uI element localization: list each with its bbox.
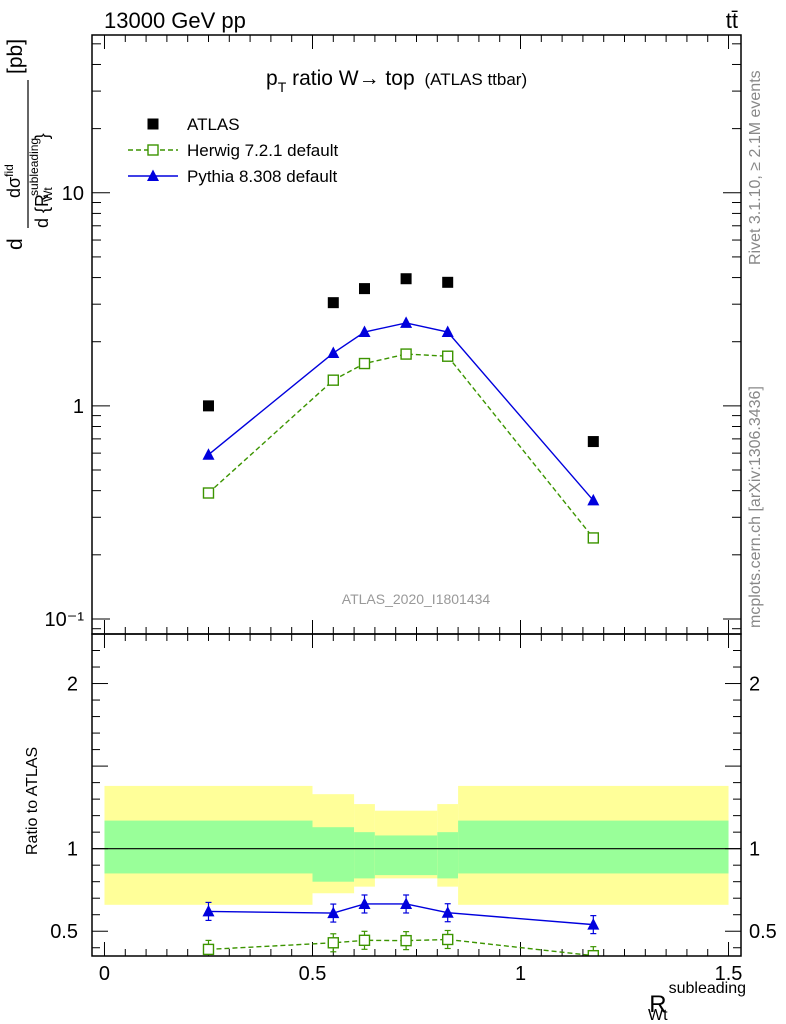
energy-label: 13000 GeV pp xyxy=(104,8,246,33)
herwig-7-2-1-default-line xyxy=(208,353,594,539)
ratio-y-tick-label-right: 1 xyxy=(749,839,760,861)
main-y-tick-label: 1 xyxy=(73,396,84,418)
atlas-point xyxy=(587,436,599,448)
ratio-band-inner xyxy=(354,832,375,879)
rivet-version-label: Rivet 3.1.10, ≥ 2.1M events xyxy=(747,70,764,265)
legend-label: Herwig 7.2.1 default xyxy=(187,141,338,160)
pythia-8-308-default-ratio-point xyxy=(441,906,454,918)
xlabel: Rsubleading Wt xyxy=(648,980,746,1024)
svg-text:d: d xyxy=(4,238,27,250)
main-panel: 10⁻¹ 1 10 xyxy=(45,34,742,956)
pythia-8-308-default-point xyxy=(587,493,600,506)
atlas-point xyxy=(358,283,370,295)
ratio-y-tick-label-left: 2 xyxy=(67,674,78,696)
xlabel-sup: subleading xyxy=(669,980,746,997)
ylabel-den: d {R xyxy=(32,194,52,228)
pythia-8-308-default-point xyxy=(358,325,371,338)
herwig-7-2-1-default-ratio-point xyxy=(400,934,412,947)
pythia-8-308-default-ratio-point xyxy=(202,904,215,917)
main-data-group xyxy=(202,273,600,544)
atlas-point xyxy=(442,276,454,288)
ylabel-unit: [pb] xyxy=(4,39,27,74)
herwig-7-2-1-default-ratio-point xyxy=(442,933,454,946)
x-tick-label: 0.5 xyxy=(299,963,327,985)
ratio-band-inner xyxy=(312,827,355,882)
herwig-7-2-1-default-point xyxy=(442,350,454,362)
ylabel-den-sup: subleading xyxy=(27,138,41,196)
ylabel-den-close: } xyxy=(32,133,52,139)
ratio-panel: 0 0.5 1 1.5 0.5 0.5 1 1 2 2 xyxy=(50,633,777,985)
herwig-7-2-1-default-point xyxy=(202,487,215,499)
pythia-8-308-default-ratio-line xyxy=(208,903,594,926)
title-rest: ratio W→ top xyxy=(286,67,414,90)
legend-marker xyxy=(147,118,159,130)
herwig-7-2-1-default-ratio-point xyxy=(327,937,339,949)
x-tick-label: 1.5 xyxy=(715,963,743,985)
ratio-band-inner xyxy=(104,820,313,874)
title-main: p xyxy=(266,67,278,90)
main-y-tick-label: 10⁻¹ xyxy=(45,609,85,631)
pythia-8-308-default-point xyxy=(202,448,215,460)
legend: ATLAS Herwig 7.2.1 default Pythia 8.308 de… xyxy=(128,115,338,186)
ratio-y-tick-label-right: 0.5 xyxy=(749,921,777,943)
atlas-point xyxy=(202,400,214,412)
svg-text:d {RsubleadingWt}: d {RsubleadingWt} xyxy=(27,133,55,228)
legend-marker xyxy=(147,169,159,181)
atlas-point xyxy=(327,297,339,309)
legend-label: Pythia 8.308 default xyxy=(187,167,338,186)
ratio-band-inner xyxy=(437,832,459,879)
main-ylabel: d dσfid d {RsubleadingWt} [pb] xyxy=(2,39,55,250)
ratio-band-inner xyxy=(458,820,729,874)
legend-marker xyxy=(147,144,159,156)
pythia-8-308-default-line xyxy=(208,322,594,501)
ratio-y-tick-label-right: 2 xyxy=(749,674,760,696)
title-small: (ATLAS ttbar) xyxy=(424,70,527,89)
pythia-8-308-default-ratio-point xyxy=(358,897,371,909)
ratio-ylabel: Ratio to ATLAS xyxy=(24,747,41,855)
ylabel-num: dσ xyxy=(4,177,24,198)
pythia-8-308-default-ratio-point xyxy=(327,906,340,919)
pythia-8-308-default-ratio-point xyxy=(400,897,413,909)
analysis-label: ATLAS_2020_I1801434 xyxy=(342,591,491,607)
atlas-point xyxy=(400,273,412,285)
herwig-7-2-1-default-ratio-point xyxy=(358,934,371,947)
xlabel-sub: Wt xyxy=(648,1007,668,1024)
herwig-7-2-1-default-point xyxy=(327,374,339,386)
herwig-7-2-1-default-point xyxy=(587,532,600,544)
xlabel-main: R xyxy=(649,991,666,1018)
x-tick-label: 0 xyxy=(99,963,110,985)
pythia-8-308-default-ratio-point xyxy=(587,918,600,930)
svg-text:dσfid: dσfid xyxy=(2,164,24,198)
ratio-y-tick-label-left: 0.5 xyxy=(50,921,78,943)
ylabel-d: d xyxy=(4,238,27,250)
herwig-7-2-1-default-point xyxy=(400,348,412,360)
herwig-7-2-1-default-ratio-point xyxy=(202,943,215,956)
ratio-band-inner xyxy=(374,835,438,876)
ylabel-num-sup: fid xyxy=(2,164,16,177)
pythia-8-308-default-point xyxy=(441,325,454,338)
x-tick-label: 1 xyxy=(515,963,526,985)
ratio-frame xyxy=(91,633,742,957)
main-y-tick-label: 10 xyxy=(62,183,84,205)
pythia-8-308-default-point xyxy=(400,316,413,328)
ratio-y-tick-label-left: 1 xyxy=(67,839,78,861)
title-sub: T xyxy=(278,79,287,95)
herwig-7-2-1-default-point xyxy=(358,357,371,370)
mcplots-label: mcplots.cern.ch [arXiv:1306.3436] xyxy=(747,386,764,628)
ratio-data-group xyxy=(202,894,600,956)
pythia-8-308-default-point xyxy=(327,346,340,359)
process-label: tt̄ xyxy=(726,8,738,33)
legend-label: ATLAS xyxy=(187,115,240,134)
ylabel-den-sub: Wt xyxy=(41,187,55,202)
chart-title: pT ratio W→ top (ATLAS ttbar) xyxy=(266,67,527,95)
herwig-7-2-1-default-ratio-line xyxy=(208,938,594,956)
